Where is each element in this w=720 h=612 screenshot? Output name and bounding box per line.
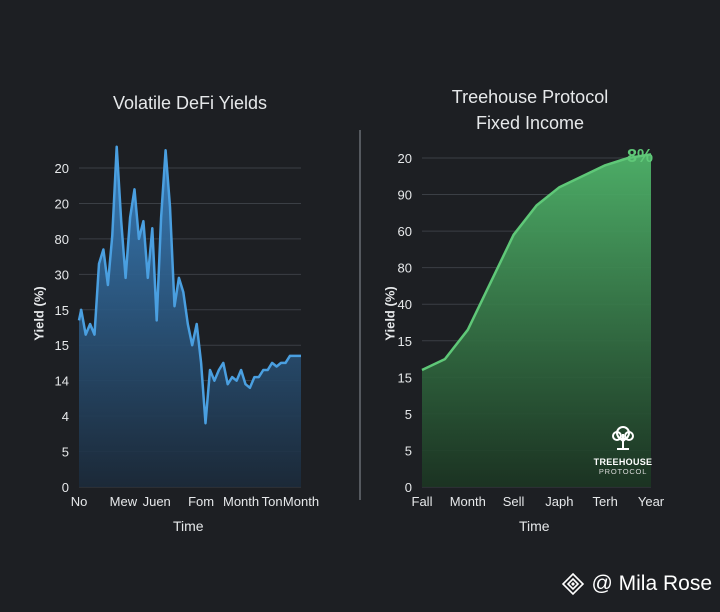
left-chart-title: Volatile DeFi Yields (112, 93, 268, 113)
credit-text: @ Mila Rose (591, 572, 712, 595)
left-x-tick-label: Month (283, 494, 319, 509)
right-area (422, 154, 651, 488)
right-y-tick-label: 5 (405, 407, 412, 422)
left-area (79, 146, 301, 487)
left-y-tick-label: 15 (55, 303, 69, 318)
right-chart-title: Treehouse Protocol Fixed Income (451, 87, 609, 133)
yield-callout: 8% (627, 146, 654, 166)
left-x-tick-label: Juen (143, 494, 171, 509)
right-y-tick-label: 80 (398, 261, 412, 276)
left-x-tick-label: Ton (262, 494, 283, 509)
left-x-tick-label: Month (223, 494, 259, 509)
treehouse-logo: TREEHOUSE PROTOCOL (588, 424, 658, 476)
right-y-tick-label: 15 (398, 334, 412, 349)
left-y-tick-label: 80 (55, 232, 69, 247)
left-y-tick-label: 4 (62, 409, 69, 424)
right-x-axis-title: Time (519, 518, 550, 534)
credit-watermark: @ Mila Rose (561, 572, 712, 596)
left-chart: 0 5 4 14 15 15 30 80 20 20 No Mew Juen Fom Month Ton Mon… (55, 145, 319, 509)
left-line (77, 145, 301, 425)
right-y-tick-label: 5 (405, 443, 412, 458)
right-x-tick-label: Terh (593, 494, 618, 509)
left-y-tick-label: 0 (62, 480, 69, 495)
left-y-tick-label: 20 (55, 161, 69, 176)
left-y-tick-label: 30 (55, 267, 69, 282)
diamond-logo-icon (562, 572, 585, 596)
left-y-tick-label: 5 (62, 445, 69, 460)
left-x-tick-label: No (71, 494, 88, 509)
right-chart: 0 5 5 15 15 40 80 60 90 20 Fall Month Sell Japh Terh Ye… (398, 151, 665, 509)
left-y-axis-title: Yield (%) (31, 286, 47, 341)
right-line (421, 153, 652, 372)
right-x-tick-label: Month (450, 494, 486, 509)
right-y-tick-label: 0 (405, 480, 412, 495)
left-y-tick-label: 15 (55, 338, 69, 353)
right-x-tick-label: Fall (412, 494, 433, 509)
right-y-tick-label: 90 (398, 188, 412, 203)
logo-line-2: PROTOCOL (598, 467, 648, 476)
right-x-tick-label: Year (638, 494, 665, 509)
left-y-tick-label: 20 (55, 196, 69, 211)
left-x-tick-label: Mew (110, 494, 138, 509)
right-x-tick-label: Sell (503, 494, 525, 509)
tree-icon (612, 426, 634, 450)
logo-line-1: TREEHOUSE (593, 457, 653, 467)
left-x-axis-title: Time (173, 518, 204, 534)
left-y-tick-label: 14 (55, 374, 69, 389)
right-y-axis-title: Yield (%) (382, 286, 398, 341)
left-x-tick-label: Fom (188, 494, 214, 509)
right-y-tick-label: 40 (398, 297, 412, 312)
panel-divider (359, 130, 361, 500)
right-y-tick-label: 60 (398, 224, 412, 239)
right-y-tick-label: 20 (398, 151, 412, 166)
right-x-tick-label: Japh (545, 494, 573, 509)
right-y-tick-label: 15 (398, 370, 412, 385)
